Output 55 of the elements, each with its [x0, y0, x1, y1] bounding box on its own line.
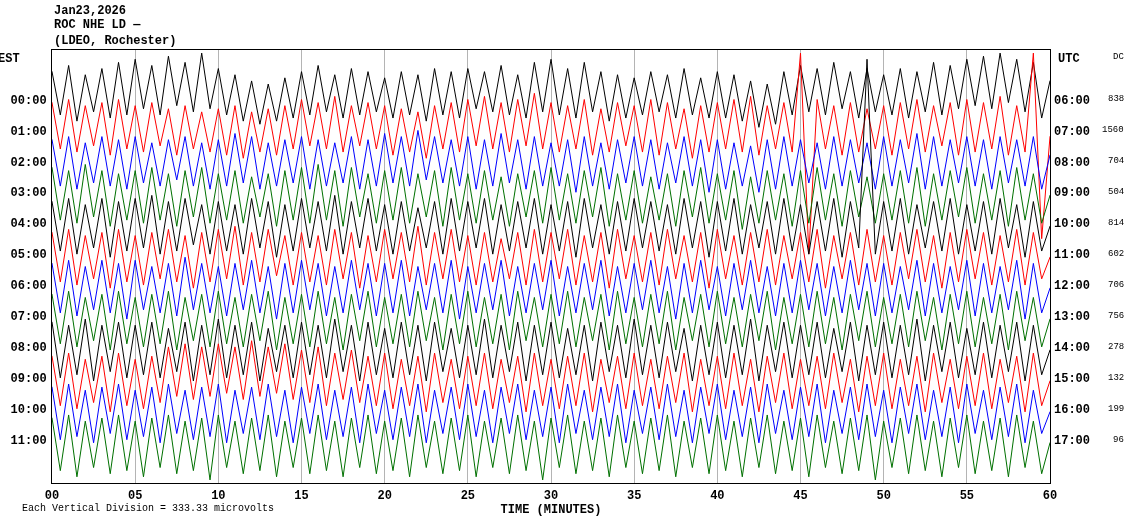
- text: 1560: [1102, 125, 1124, 135]
- text: Each Vertical Division = 333.33 microvolts: [22, 503, 275, 514]
- y-tick-label: 08:00: [10, 341, 47, 356]
- text: DC: [1113, 52, 1125, 62]
- text: 504: [1108, 187, 1125, 197]
- chart-title: Jan23,2026: [54, 4, 127, 18]
- x-tick-label: 00: [44, 489, 60, 504]
- y-tick-label: 06:00: [10, 279, 47, 294]
- x-tick-label: 35: [626, 489, 642, 504]
- y-tick-label: 01:00: [10, 124, 47, 139]
- y2-tick-label: 07:00: [1054, 124, 1091, 139]
- y2-tick-label: 17:00: [1054, 433, 1091, 448]
- y-tick-label: 03:00: [10, 186, 47, 201]
- y2-tick-label: 06:00: [1054, 93, 1091, 108]
- y2-tick-label: 14:00: [1054, 341, 1091, 356]
- x-tick-label: 50: [876, 489, 891, 504]
- text: 96: [1113, 435, 1124, 445]
- x-tick-label: 30: [543, 489, 559, 504]
- y-tick-label: 02:00: [10, 155, 47, 170]
- y2-tick-label: 13:00: [1054, 310, 1091, 325]
- y-tick-label: 10:00: [10, 402, 47, 417]
- y-tick-label: 00:00: [10, 93, 47, 108]
- x-tick-label: 10: [211, 489, 226, 504]
- text: 706: [1108, 280, 1125, 290]
- y-tick-label: 09:00: [10, 372, 47, 387]
- y2-tick-label: 16:00: [1054, 402, 1091, 417]
- chart-subtitle: ROC NHE LD — (LDEO, Rochester): [54, 18, 177, 48]
- x-tick-label: 60: [1042, 489, 1058, 504]
- text: 704: [1108, 156, 1125, 166]
- x-tick-label: 25: [460, 489, 476, 504]
- text: 838: [1108, 94, 1125, 104]
- text: 278: [1108, 342, 1125, 352]
- text: 199: [1108, 404, 1125, 414]
- x-axis-title: TIME (MINUTES): [500, 503, 602, 518]
- y-tick-label: 04:00: [10, 217, 47, 232]
- text: 814: [1108, 218, 1125, 228]
- y2-tick-label: 11:00: [1054, 248, 1091, 263]
- text: 132: [1108, 373, 1125, 383]
- y2-axis-title: UTC: [1058, 52, 1080, 66]
- x-tick-label: 55: [959, 489, 975, 504]
- x-tick-label: 05: [127, 489, 143, 504]
- y2-tick-label: 15:00: [1054, 372, 1091, 387]
- y2-tick-label: 10:00: [1054, 217, 1091, 232]
- x-tick-label: 45: [793, 489, 808, 504]
- x-tick-label: 20: [377, 489, 392, 504]
- x-tick-label: 15: [294, 489, 309, 504]
- x-tick-label: 40: [710, 489, 725, 504]
- text: 756: [1108, 311, 1125, 321]
- y-tick-label: 11:00: [10, 433, 47, 448]
- y-tick-label: 07:00: [10, 310, 47, 325]
- y2-tick-label: 09:00: [1054, 186, 1091, 201]
- y2-tick-label: 08:00: [1054, 155, 1091, 170]
- y-tick-label: 05:00: [10, 248, 47, 263]
- y2-tick-label: 12:00: [1054, 279, 1091, 294]
- text: 602: [1108, 249, 1125, 259]
